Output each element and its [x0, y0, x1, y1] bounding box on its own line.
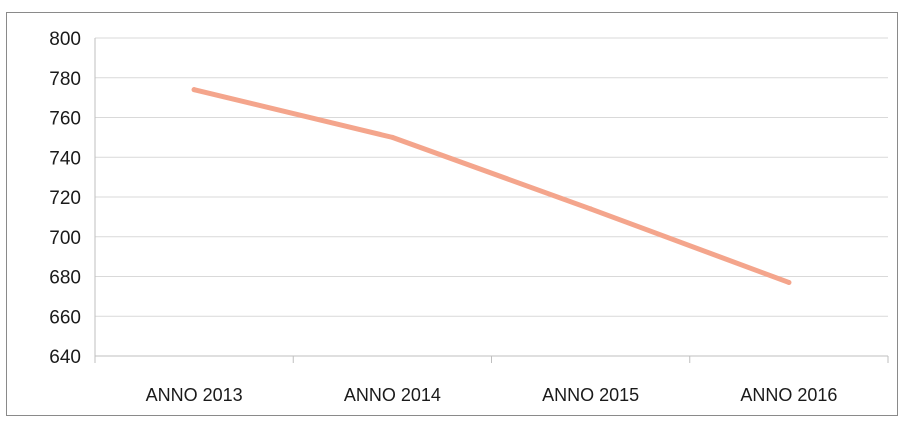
series-layer	[191, 87, 792, 285]
x-category-label: ANNO 2014	[344, 385, 441, 405]
data-point	[191, 87, 197, 93]
x-category-label: ANNO 2013	[146, 385, 243, 405]
data-point	[389, 134, 395, 140]
y-tick-label: 660	[49, 307, 81, 328]
x-category-label: ANNO 2016	[740, 385, 837, 405]
y-tick-label: 780	[49, 69, 81, 90]
data-point	[786, 279, 792, 285]
series-line	[191, 87, 792, 285]
axes	[94, 38, 889, 363]
data-point	[588, 206, 594, 212]
y-tick-label: 800	[49, 29, 81, 50]
y-tick-label: 760	[49, 109, 81, 130]
y-tick-label: 640	[49, 347, 81, 368]
x-axis-category-labels: ANNO 2013 ANNO 2014 ANNO 2015 ANNO 2016	[146, 385, 838, 405]
y-tick-label: 680	[49, 268, 81, 289]
y-tick-label: 720	[49, 188, 81, 209]
y-tick-label: 740	[49, 148, 81, 169]
y-axis-tick-labels: 640 660 680 700 720 740 760 780 800	[49, 29, 81, 368]
x-category-label: ANNO 2015	[542, 385, 639, 405]
gridlines	[95, 37, 888, 357]
chart-frame	[6, 12, 898, 416]
y-tick-label: 700	[49, 228, 81, 249]
